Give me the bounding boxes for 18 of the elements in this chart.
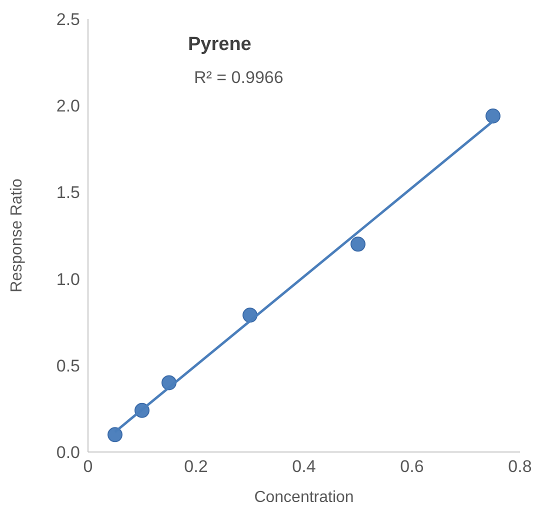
- y-tick-label: 1.0: [56, 270, 80, 289]
- y-tick-label: 2.0: [56, 96, 80, 116]
- x-tick-label: 0.2: [184, 457, 208, 476]
- point: [486, 108, 500, 124]
- y-axis-title: Response Ratio: [8, 178, 26, 292]
- x-axis-title: Concentration: [254, 489, 354, 506]
- x-tick-label: 0.4: [292, 457, 316, 476]
- x-tick-label: 0: [83, 457, 93, 476]
- x-tick-label: 0.8: [508, 457, 532, 476]
- point: [350, 236, 366, 252]
- annotation: R² = 0.9966: [194, 68, 284, 87]
- y-tick-label: 2.5: [56, 10, 80, 30]
- x-tick-label: 0.6: [400, 457, 424, 476]
- y-tick-label: 0.5: [56, 356, 80, 376]
- y-tick-label: 0.0: [56, 443, 80, 462]
- text: Pyrene: [188, 34, 252, 55]
- point: [108, 427, 122, 442]
- y-tick-label: 1.5: [56, 183, 80, 202]
